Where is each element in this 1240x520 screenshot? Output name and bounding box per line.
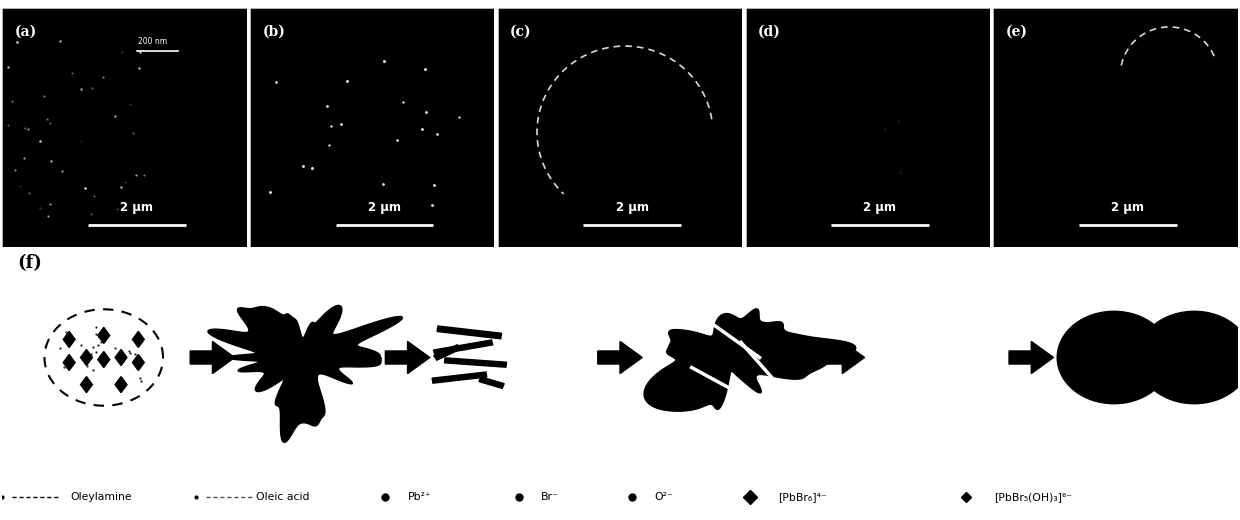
Polygon shape [115, 349, 126, 366]
Bar [479, 377, 505, 388]
Text: (c): (c) [510, 24, 532, 38]
Text: 2 μm: 2 μm [120, 201, 154, 214]
Polygon shape [644, 309, 856, 411]
Text: 2 μm: 2 μm [1111, 201, 1145, 214]
Polygon shape [81, 376, 93, 393]
Text: (d): (d) [758, 24, 781, 38]
Polygon shape [115, 376, 126, 393]
Text: Oleylamine: Oleylamine [71, 491, 131, 502]
Text: [PbBr₆]⁴⁻: [PbBr₆]⁴⁻ [777, 491, 827, 502]
Text: 200 nm: 200 nm [138, 37, 167, 46]
Polygon shape [133, 355, 144, 371]
Bar [444, 358, 506, 367]
Text: 2 μm: 2 μm [616, 201, 649, 214]
Text: 2 μm: 2 μm [863, 201, 897, 214]
Text: (a): (a) [15, 24, 37, 38]
FancyArrow shape [820, 342, 864, 373]
Text: (e): (e) [1006, 24, 1028, 38]
Bar [436, 326, 502, 339]
FancyArrow shape [598, 342, 642, 373]
Polygon shape [81, 349, 93, 366]
Circle shape [1137, 311, 1240, 404]
FancyArrow shape [1009, 342, 1054, 373]
Text: (b): (b) [263, 24, 285, 38]
Polygon shape [208, 305, 403, 443]
FancyArrow shape [386, 342, 430, 373]
Polygon shape [98, 352, 109, 368]
Circle shape [1058, 311, 1171, 404]
Polygon shape [133, 331, 144, 347]
Text: [PbBr₅(OH)₃]⁶⁻: [PbBr₅(OH)₃]⁶⁻ [994, 491, 1073, 502]
Polygon shape [98, 328, 109, 343]
Bar [434, 345, 460, 360]
FancyArrow shape [190, 342, 234, 373]
Polygon shape [63, 355, 76, 371]
Bar [434, 340, 492, 355]
Text: (f): (f) [17, 254, 42, 271]
Text: Oleic acid: Oleic acid [255, 491, 309, 502]
Text: 2 μm: 2 μm [368, 201, 401, 214]
Text: Br⁻: Br⁻ [541, 491, 559, 502]
Bar [432, 372, 487, 383]
Text: O²⁻: O²⁻ [655, 491, 673, 502]
Text: Pb²⁺: Pb²⁺ [408, 491, 432, 502]
Polygon shape [63, 331, 76, 347]
